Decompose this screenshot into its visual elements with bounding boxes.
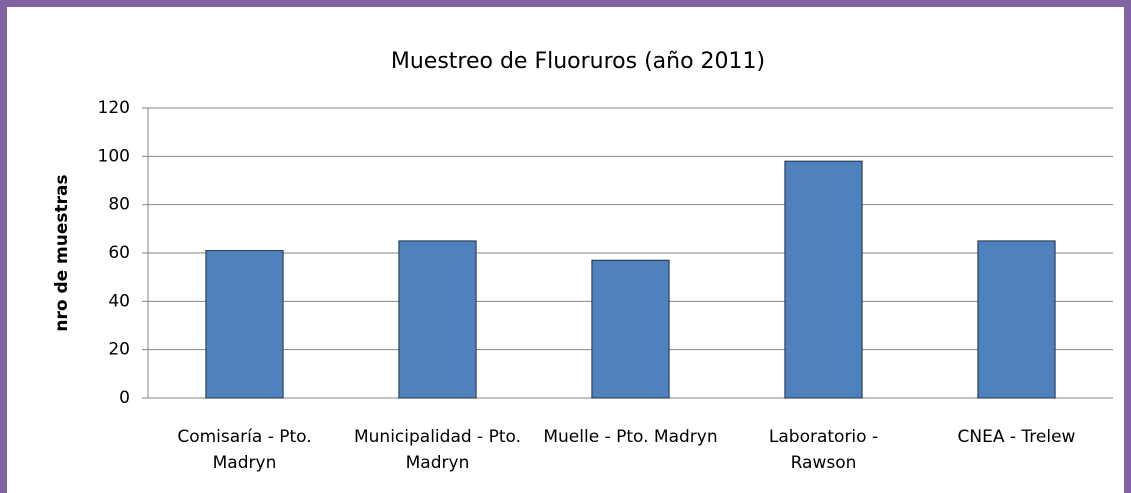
bar	[591, 259, 670, 399]
bar	[977, 240, 1056, 399]
y-tick-label: 60	[108, 243, 130, 263]
x-tick-label: Comisaría - Pto. Madryn	[177, 427, 312, 473]
x-tick-label: Muelle - Pto. Madryn	[543, 427, 718, 447]
bar	[398, 240, 477, 399]
y-tick-label: 120	[98, 98, 130, 118]
bar	[205, 250, 284, 399]
y-tick-label: 40	[108, 291, 130, 311]
x-tick-label: Laboratorio - Rawson	[768, 427, 879, 473]
x-tick-label: CNEA - Trelew	[957, 427, 1076, 447]
y-tick-label: 80	[108, 195, 130, 215]
y-axis-label: nro de muestras	[52, 174, 72, 331]
bar	[784, 160, 863, 399]
y-tick-label: 0	[119, 388, 130, 408]
chart-title: Muestreo de Fluoruros (año 2011)	[391, 49, 765, 74]
y-tick-label: 100	[98, 146, 130, 166]
y-tick-label: 20	[108, 340, 130, 360]
x-tick-label: Municipalidad - Pto. Madryn	[353, 427, 522, 473]
